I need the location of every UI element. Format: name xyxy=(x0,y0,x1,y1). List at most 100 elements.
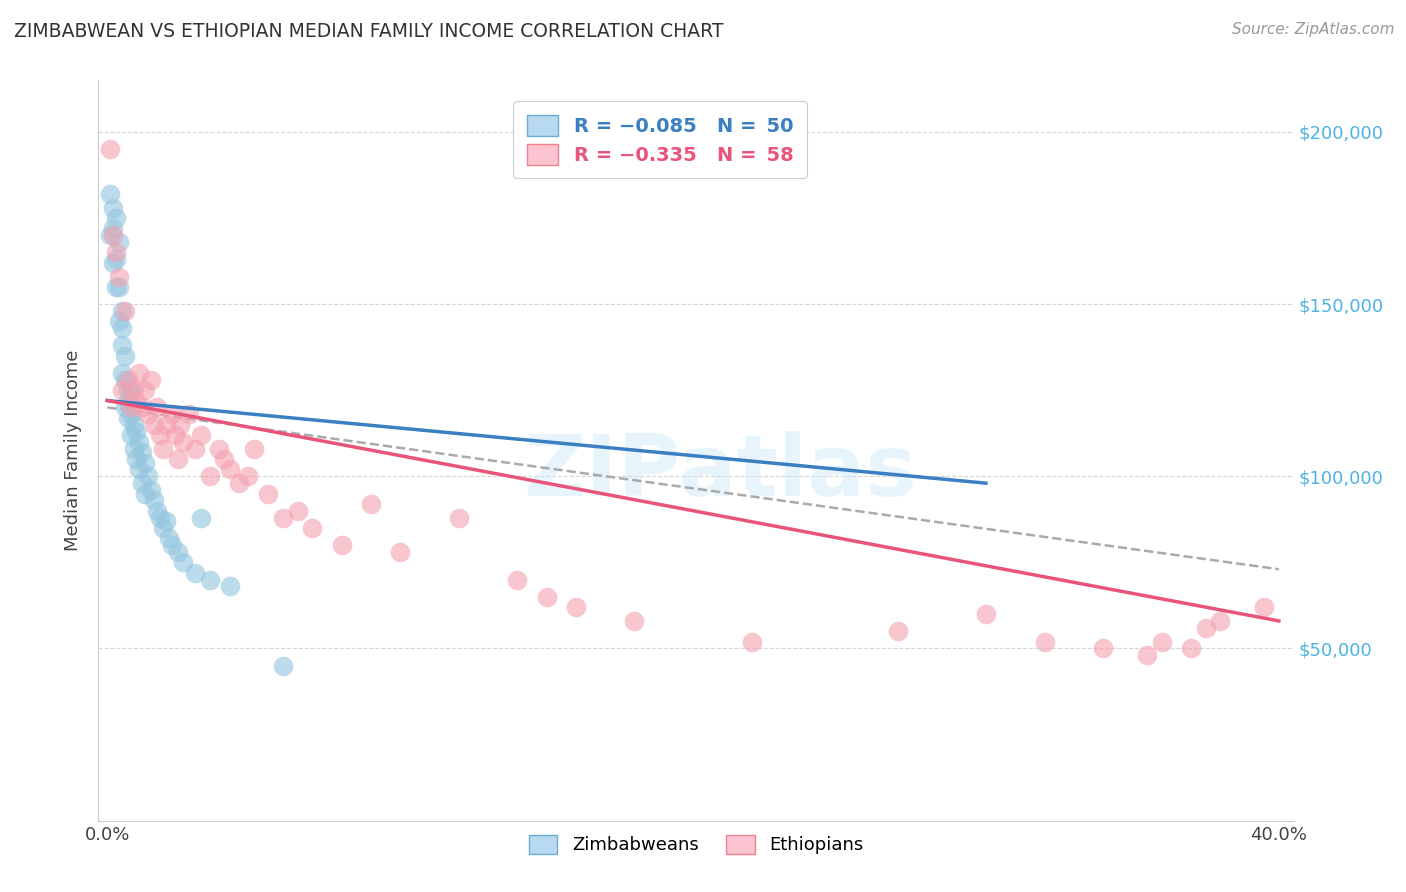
Point xyxy=(1180,641,1202,656)
Legend: Zimbabweans, Ethiopians: Zimbabweans, Ethiopians xyxy=(520,825,872,863)
Point xyxy=(134,383,156,397)
Point xyxy=(114,304,136,318)
Point xyxy=(565,600,588,615)
Point xyxy=(1195,621,1218,635)
Point xyxy=(101,201,124,215)
Point xyxy=(301,521,323,535)
Point xyxy=(111,383,134,397)
Point xyxy=(108,235,131,249)
Point xyxy=(219,579,242,593)
Point xyxy=(136,469,159,483)
Point xyxy=(163,428,186,442)
Point xyxy=(155,417,177,432)
Point xyxy=(114,349,136,363)
Point xyxy=(105,245,127,260)
Point xyxy=(228,476,250,491)
Point xyxy=(623,614,645,628)
Point xyxy=(155,514,177,528)
Text: ZIPatlas: ZIPatlas xyxy=(523,431,917,514)
Point xyxy=(219,462,242,476)
Point xyxy=(141,373,163,387)
Point xyxy=(152,442,174,456)
Point xyxy=(271,510,294,524)
Point xyxy=(117,393,139,408)
Point xyxy=(214,452,236,467)
Point xyxy=(741,634,763,648)
Point xyxy=(125,425,148,439)
Point xyxy=(120,428,142,442)
Point xyxy=(101,228,124,243)
Point xyxy=(1253,600,1275,615)
Text: ZIMBABWEAN VS ETHIOPIAN MEDIAN FAMILY INCOME CORRELATION CHART: ZIMBABWEAN VS ETHIOPIAN MEDIAN FAMILY IN… xyxy=(14,22,724,41)
Point xyxy=(128,434,150,449)
Point xyxy=(887,624,910,639)
Point xyxy=(257,486,280,500)
Point xyxy=(141,483,163,497)
Point xyxy=(172,555,194,569)
Point xyxy=(149,428,172,442)
Point xyxy=(190,428,212,442)
Point xyxy=(120,407,142,421)
Point xyxy=(198,573,221,587)
Point xyxy=(360,497,382,511)
Point xyxy=(152,521,174,535)
Point xyxy=(122,442,145,456)
Point xyxy=(136,407,159,421)
Point xyxy=(506,573,529,587)
Point xyxy=(117,373,139,387)
Point xyxy=(120,383,142,397)
Point xyxy=(287,504,309,518)
Y-axis label: Median Family Income: Median Family Income xyxy=(65,350,83,551)
Point xyxy=(157,531,180,545)
Point xyxy=(131,445,153,459)
Point xyxy=(974,607,997,621)
Point xyxy=(111,338,134,352)
Point xyxy=(172,434,194,449)
Point xyxy=(98,142,121,156)
Point xyxy=(98,186,121,201)
Point xyxy=(98,228,121,243)
Point xyxy=(1092,641,1115,656)
Point xyxy=(108,314,131,328)
Point xyxy=(125,393,148,408)
Point xyxy=(146,504,169,518)
Point xyxy=(207,442,229,456)
Point xyxy=(447,510,470,524)
Point xyxy=(122,383,145,397)
Point xyxy=(146,401,169,415)
Point xyxy=(131,401,153,415)
Point xyxy=(134,486,156,500)
Point xyxy=(128,366,150,380)
Point xyxy=(105,211,127,225)
Text: Source: ZipAtlas.com: Source: ZipAtlas.com xyxy=(1232,22,1395,37)
Point xyxy=(536,590,558,604)
Point xyxy=(120,401,142,415)
Point xyxy=(105,252,127,267)
Point xyxy=(166,452,188,467)
Point xyxy=(108,280,131,294)
Point xyxy=(160,538,183,552)
Point xyxy=(184,566,207,580)
Point xyxy=(114,401,136,415)
Point xyxy=(101,221,124,235)
Point xyxy=(1209,614,1232,628)
Point xyxy=(111,304,134,318)
Point xyxy=(105,280,127,294)
Point xyxy=(143,493,166,508)
Point xyxy=(236,469,259,483)
Point xyxy=(122,417,145,432)
Point xyxy=(169,417,191,432)
Point xyxy=(134,456,156,470)
Point xyxy=(143,417,166,432)
Point xyxy=(271,658,294,673)
Point xyxy=(111,366,134,380)
Point xyxy=(198,469,221,483)
Point xyxy=(117,383,139,397)
Point xyxy=(131,476,153,491)
Point xyxy=(184,442,207,456)
Point xyxy=(1150,634,1173,648)
Point xyxy=(1033,634,1056,648)
Point xyxy=(111,321,134,335)
Point xyxy=(108,269,131,284)
Point xyxy=(117,410,139,425)
